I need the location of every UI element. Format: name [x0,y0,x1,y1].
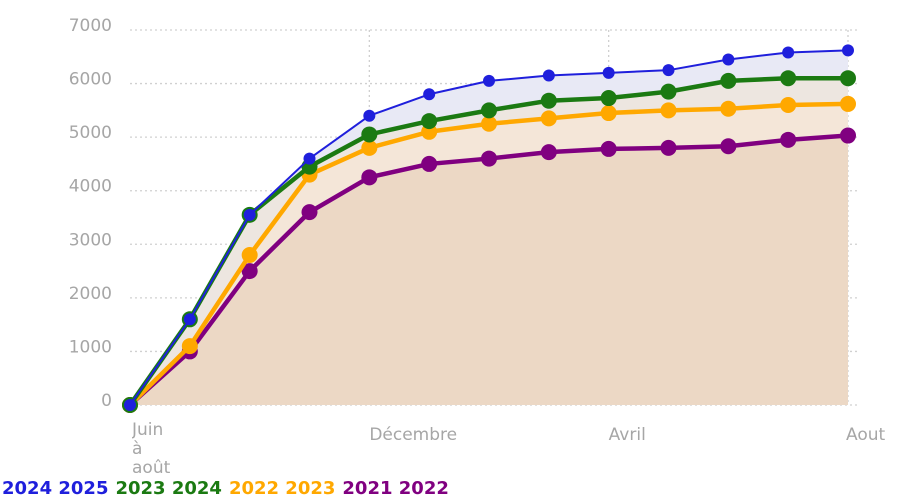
point [780,70,797,87]
point [720,138,737,155]
point [602,66,615,79]
point [600,90,617,107]
point [542,69,555,82]
point [540,92,557,109]
y-tick-label: 5000 [69,123,112,143]
point [780,131,797,148]
legend-entry: 2021 2022 [342,478,448,499]
y-tick-label: 7000 [69,16,112,36]
point [303,152,316,165]
point [720,100,737,117]
point [660,139,677,156]
x-tick-label: Avril [609,425,646,445]
point [363,109,376,122]
point [181,338,198,355]
y-tick-label: 0 [101,391,112,411]
x-tick-label: Juin à août [132,421,171,473]
point [662,64,675,77]
point [361,169,378,186]
point [243,208,256,221]
point [840,95,856,112]
x-tick-label: Aout [846,425,886,445]
y-tick-label: 2000 [69,284,112,304]
point [241,247,258,263]
point [842,44,854,57]
point [361,126,378,143]
point [780,97,797,113]
point [840,70,856,87]
y-tick-label: 6000 [69,70,112,90]
point [183,313,196,326]
legend-entry: 2024 2025 [2,478,108,499]
point [481,150,497,167]
point [600,140,617,157]
legend-entry: 2022 2023 [229,478,335,499]
point [720,72,737,89]
point [481,102,497,119]
point [660,83,677,100]
point [540,144,557,161]
x-tick-label: Décembre [369,425,457,445]
area [130,135,848,406]
point [301,204,318,221]
y-tick-label: 3000 [69,230,112,250]
point [421,155,438,172]
y-tick-label: 1000 [69,337,112,357]
point [481,115,497,132]
point [241,263,258,280]
point [421,113,438,130]
point [840,127,856,144]
y-tick-label: 4000 [69,177,112,197]
legend-entry: 2023 2024 [115,478,221,499]
point [124,399,136,411]
point [540,110,557,127]
point [782,46,795,59]
point [722,53,735,66]
point [660,102,677,119]
point [483,74,495,87]
point [600,105,617,122]
point [361,139,378,156]
point [423,88,436,101]
